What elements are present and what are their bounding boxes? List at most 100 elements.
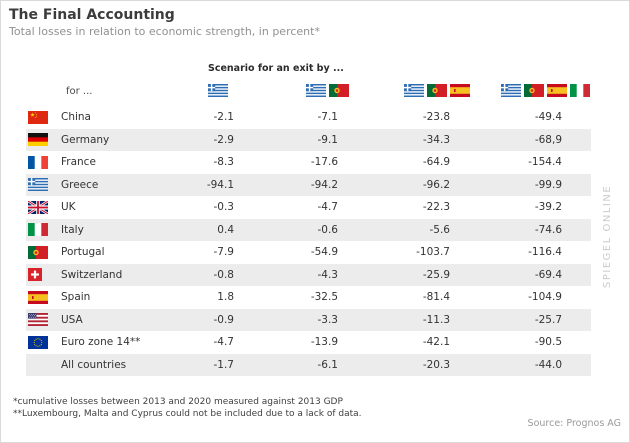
value-cell: -116.4 — [528, 246, 562, 259]
spiegel-online-watermark: SPIEGEL ONLINE — [602, 184, 613, 288]
value-cell: 1.8 — [217, 291, 234, 304]
greece-flag-icon — [26, 178, 61, 191]
footnote-excluded-countries: **Luxembourg, Malta and Cyprus could not… — [13, 409, 362, 419]
value-cell: -32.5 — [310, 291, 338, 304]
greece-flag-icon — [404, 84, 424, 97]
value-cell: -68,9 — [534, 133, 562, 146]
value-cell: -81.4 — [422, 291, 450, 304]
scenario-column-greece — [208, 84, 228, 97]
value-cell: -25.7 — [534, 313, 562, 326]
value-cell: -3.3 — [317, 313, 339, 326]
value-cell: -2.9 — [213, 133, 235, 146]
value-cell: -2.1 — [213, 111, 235, 124]
value-cell: -34.3 — [422, 133, 450, 146]
country-label: Germany — [61, 133, 110, 146]
value-cell: 0.4 — [217, 223, 234, 236]
value-cell: -4.7 — [317, 201, 339, 214]
country-label: France — [61, 156, 96, 169]
value-cell: -7.1 — [317, 111, 339, 124]
france-flag-icon — [26, 156, 61, 169]
table-row-greece: Greece -94.1 -94.2 -96.2 -99.9 — [26, 173, 591, 196]
value-cell: -99.9 — [534, 178, 562, 191]
value-cell: -7.9 — [213, 246, 235, 259]
greece-flag-icon — [501, 84, 521, 97]
value-cell: -8.3 — [213, 156, 235, 169]
table-row-portugal: Portugal -7.9 -54.9 -103.7 -116.4 — [26, 241, 591, 264]
value-cell: -11.3 — [422, 313, 450, 326]
table-row-switzerland: Switzerland -0.8 -4.3 -25.9 -69.4 — [26, 263, 591, 286]
value-cell: -25.9 — [422, 268, 450, 281]
portugal-flag-icon — [26, 246, 61, 259]
value-cell: -103.7 — [416, 246, 450, 259]
value-cell: -74.6 — [534, 223, 562, 236]
value-cell: -13.9 — [310, 336, 338, 349]
italy-flag-icon — [570, 84, 590, 97]
china-flag-icon — [26, 111, 61, 124]
table-row-spain: Spain 1.8 -32.5 -81.4 -104.9 — [26, 286, 591, 309]
losses-table: China -2.1 -7.1 -23.8 -49.4 Germany -2.9… — [26, 106, 591, 376]
value-cell: -4.7 — [213, 336, 235, 349]
spain-flag-icon — [450, 84, 470, 97]
table-row-usa: USA -0.9 -3.3 -11.3 -25.7 — [26, 308, 591, 331]
germany-flag-icon — [26, 133, 61, 146]
value-cell: -104.9 — [528, 291, 562, 304]
value-cell: -1.7 — [213, 358, 235, 371]
value-cell: -94.1 — [206, 178, 234, 191]
country-label: All countries — [61, 358, 127, 371]
value-cell: -90.5 — [534, 336, 562, 349]
table-row-eurozone: Euro zone 14** -4.7 -13.9 -42.1 -90.5 — [26, 331, 591, 354]
table-row-france: France -8.3 -17.6 -64.9 -154.4 — [26, 151, 591, 174]
table-row-italy: Italy 0.4 -0.6 -5.6 -74.6 — [26, 218, 591, 241]
table-row-germany: Germany -2.9 -9.1 -34.3 -68,9 — [26, 128, 591, 151]
row-group-header: for ... — [66, 86, 93, 97]
page-title: The Final Accounting — [9, 7, 175, 23]
value-cell: -0.6 — [317, 223, 339, 236]
italy-flag-icon — [26, 223, 61, 236]
value-cell: -96.2 — [422, 178, 450, 191]
footnote-gdp: *cumulative losses between 2013 and 2020… — [13, 397, 343, 407]
scenario-column-greece-portugal — [306, 84, 349, 97]
value-cell: -4.3 — [317, 268, 339, 281]
value-cell: -9.1 — [317, 133, 339, 146]
value-cell: -69.4 — [534, 268, 562, 281]
value-cell: -0.9 — [213, 313, 235, 326]
usa-flag-icon — [26, 313, 61, 326]
country-label: USA — [61, 313, 83, 326]
country-label: Euro zone 14** — [61, 336, 141, 349]
scenario-column-greece-portugal-spain-italy — [501, 84, 590, 97]
uk-flag-icon — [26, 201, 61, 214]
page-subtitle: Total losses in relation to economic str… — [9, 25, 320, 38]
country-label: China — [61, 111, 91, 124]
source-credit: Source: Prognos AG — [527, 418, 621, 429]
spain-flag-icon — [547, 84, 567, 97]
spain-flag-icon — [26, 291, 61, 304]
value-cell: -49.4 — [534, 111, 562, 124]
value-cell: -42.1 — [422, 336, 450, 349]
scenario-column-greece-portugal-spain — [404, 84, 470, 97]
value-cell: -20.3 — [422, 358, 450, 371]
country-label: UK — [61, 201, 76, 214]
country-label: Spain — [61, 291, 91, 304]
value-cell: -54.9 — [310, 246, 338, 259]
value-cell: -6.1 — [317, 358, 339, 371]
value-cell: -44.0 — [534, 358, 562, 371]
country-label: Portugal — [61, 246, 105, 259]
country-label: Switzerland — [61, 268, 123, 281]
scenario-header: Scenario for an exit by ... — [208, 63, 344, 74]
country-label: Greece — [61, 178, 99, 191]
value-cell: -0.3 — [213, 201, 235, 214]
value-cell: -94.2 — [310, 178, 338, 191]
table-row-uk: UK -0.3 -4.7 -22.3 -39.2 — [26, 196, 591, 219]
greece-flag-icon — [306, 84, 326, 97]
value-cell: -0.8 — [213, 268, 235, 281]
value-cell: -22.3 — [422, 201, 450, 214]
value-cell: -154.4 — [528, 156, 562, 169]
value-cell: -39.2 — [534, 201, 562, 214]
value-cell: -17.6 — [310, 156, 338, 169]
greece-flag-icon — [208, 84, 228, 97]
portugal-flag-icon — [427, 84, 447, 97]
portugal-flag-icon — [524, 84, 544, 97]
table-row-china: China -2.1 -7.1 -23.8 -49.4 — [26, 106, 591, 129]
switzerland-flag-icon — [26, 268, 61, 281]
